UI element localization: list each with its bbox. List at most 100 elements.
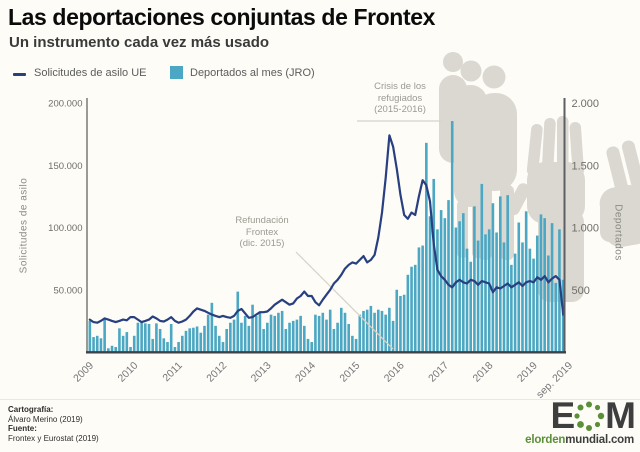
deportados-bar [491, 203, 495, 352]
deportados-bar [136, 322, 140, 352]
x-axis-tick: 2018 [470, 360, 495, 385]
deportados-bar [288, 322, 291, 352]
deportados-bar [258, 312, 262, 352]
left-axis-tick: 200.000 [48, 99, 82, 110]
deportados-bar [199, 332, 203, 352]
deportados-bar [203, 325, 206, 352]
deportados-bar [221, 342, 225, 352]
deportados-bar [295, 319, 299, 352]
deportados-bar [399, 295, 402, 352]
deportados-bar [155, 323, 158, 352]
deportados-bar [365, 309, 369, 352]
deportados-bar [450, 121, 454, 352]
deportados-bar [358, 314, 362, 352]
deportados-bar [402, 294, 406, 352]
deportados-bar [487, 229, 491, 352]
deportados-bar [92, 337, 95, 352]
deportados-bar [410, 266, 413, 352]
left-axis-tick: 50.000 [53, 285, 82, 296]
deportados-bar [114, 347, 118, 352]
deportados-bar [121, 335, 125, 352]
deportados-bar [88, 320, 92, 353]
deportados-bar [140, 322, 143, 352]
deportados-bar [362, 310, 365, 352]
deportados-bar [188, 328, 191, 352]
deportados-bar [343, 312, 347, 352]
deportados-bar [395, 289, 399, 352]
annotation-text: (2015-2016) [374, 104, 426, 115]
x-axis-tick: 2012 [204, 360, 229, 385]
deportados-bar [177, 342, 180, 352]
deportados-bar [517, 222, 521, 352]
deportados-bar [232, 319, 236, 352]
annotation-refundacion: Refundación Frontex (dic. 2015) [208, 215, 316, 250]
deportados-bar [347, 323, 350, 352]
deportados-bar [277, 312, 280, 352]
legend-label-solicitudes: Solicitudes de asilo UE [34, 67, 147, 79]
deportados-bar [498, 196, 502, 353]
deportados-bar [484, 234, 487, 352]
left-axis-tick: 100.000 [48, 223, 82, 234]
deportados-bars [88, 121, 565, 353]
deportados-bar [425, 142, 428, 352]
source-value: Frontex y Eurostat (2019) [8, 433, 99, 443]
annotation-text: Frontex [245, 226, 279, 238]
deportados-bar [339, 307, 343, 352]
deportados-bar [376, 309, 380, 352]
deportados-bar [550, 223, 554, 352]
deportados-bar [506, 195, 509, 352]
deportados-bar [473, 206, 476, 352]
deportados-bar [443, 218, 447, 352]
logo-url: elordenmundial.com [525, 434, 634, 446]
credits-block: Cartografía: Álvaro Merino (2019) Fuente… [8, 405, 99, 443]
deportados-bar [217, 335, 221, 352]
deportados-bar [243, 315, 247, 352]
right-axis-tick: 1.000 [572, 223, 600, 235]
deportados-bar [413, 264, 417, 352]
deportados-bar [314, 314, 317, 352]
deportados-bar [439, 210, 443, 352]
right-axis-tick: 2.000 [572, 98, 600, 110]
hand-silhouette-edge-icon [599, 140, 640, 248]
deportados-bar [158, 328, 162, 352]
deportados-bar [465, 248, 469, 352]
eom-logo: E M elordenmundial.com [525, 397, 636, 446]
x-axis-tick: 2013 [249, 360, 274, 385]
deportados-bar [180, 335, 184, 352]
x-axis-tick: 2011 [160, 360, 185, 385]
deportados-bar [532, 258, 535, 353]
deportados-bar [495, 232, 498, 352]
logo-url-green: elorden [525, 434, 566, 446]
solicitudes-line [88, 134, 565, 324]
left-axis-tick: 150.000 [48, 161, 82, 172]
bar-series-swatch-icon [170, 66, 183, 79]
source-label: Fuente: [8, 424, 37, 433]
x-axis-tick: 2010 [115, 360, 140, 385]
annotation-text: (dic. 2015) [239, 238, 285, 249]
deportados-bar [421, 245, 424, 352]
footer-divider [0, 399, 640, 400]
annotation-crisis: Crisis de los refugiados (2015-2016) [352, 81, 448, 116]
x-axis-tick: 2016 [382, 360, 407, 385]
deportados-bar [125, 332, 129, 352]
page-subtitle: Un instrumento cada vez más usado [9, 34, 270, 51]
deportados-bar [266, 322, 269, 352]
deportados-bar [132, 335, 136, 352]
right-axis-tick: 500 [572, 285, 590, 297]
x-axis-tick: 2017 [426, 360, 451, 385]
deportados-bar [173, 347, 177, 352]
cartography-label: Cartografía: [8, 405, 54, 414]
deportados-bar [240, 322, 243, 352]
deportados-bar [310, 342, 314, 352]
deportados-bar [513, 253, 517, 352]
deportados-bar [547, 255, 550, 352]
deportados-bar [325, 319, 328, 352]
deportados-bar [406, 274, 410, 352]
deportados-bar [210, 302, 214, 352]
deportados-bar [351, 335, 354, 352]
x-axis-tick: 2015 [337, 360, 362, 385]
deportados-bar [373, 312, 376, 352]
deportados-bar [380, 310, 384, 352]
deportados-bar [336, 322, 339, 352]
